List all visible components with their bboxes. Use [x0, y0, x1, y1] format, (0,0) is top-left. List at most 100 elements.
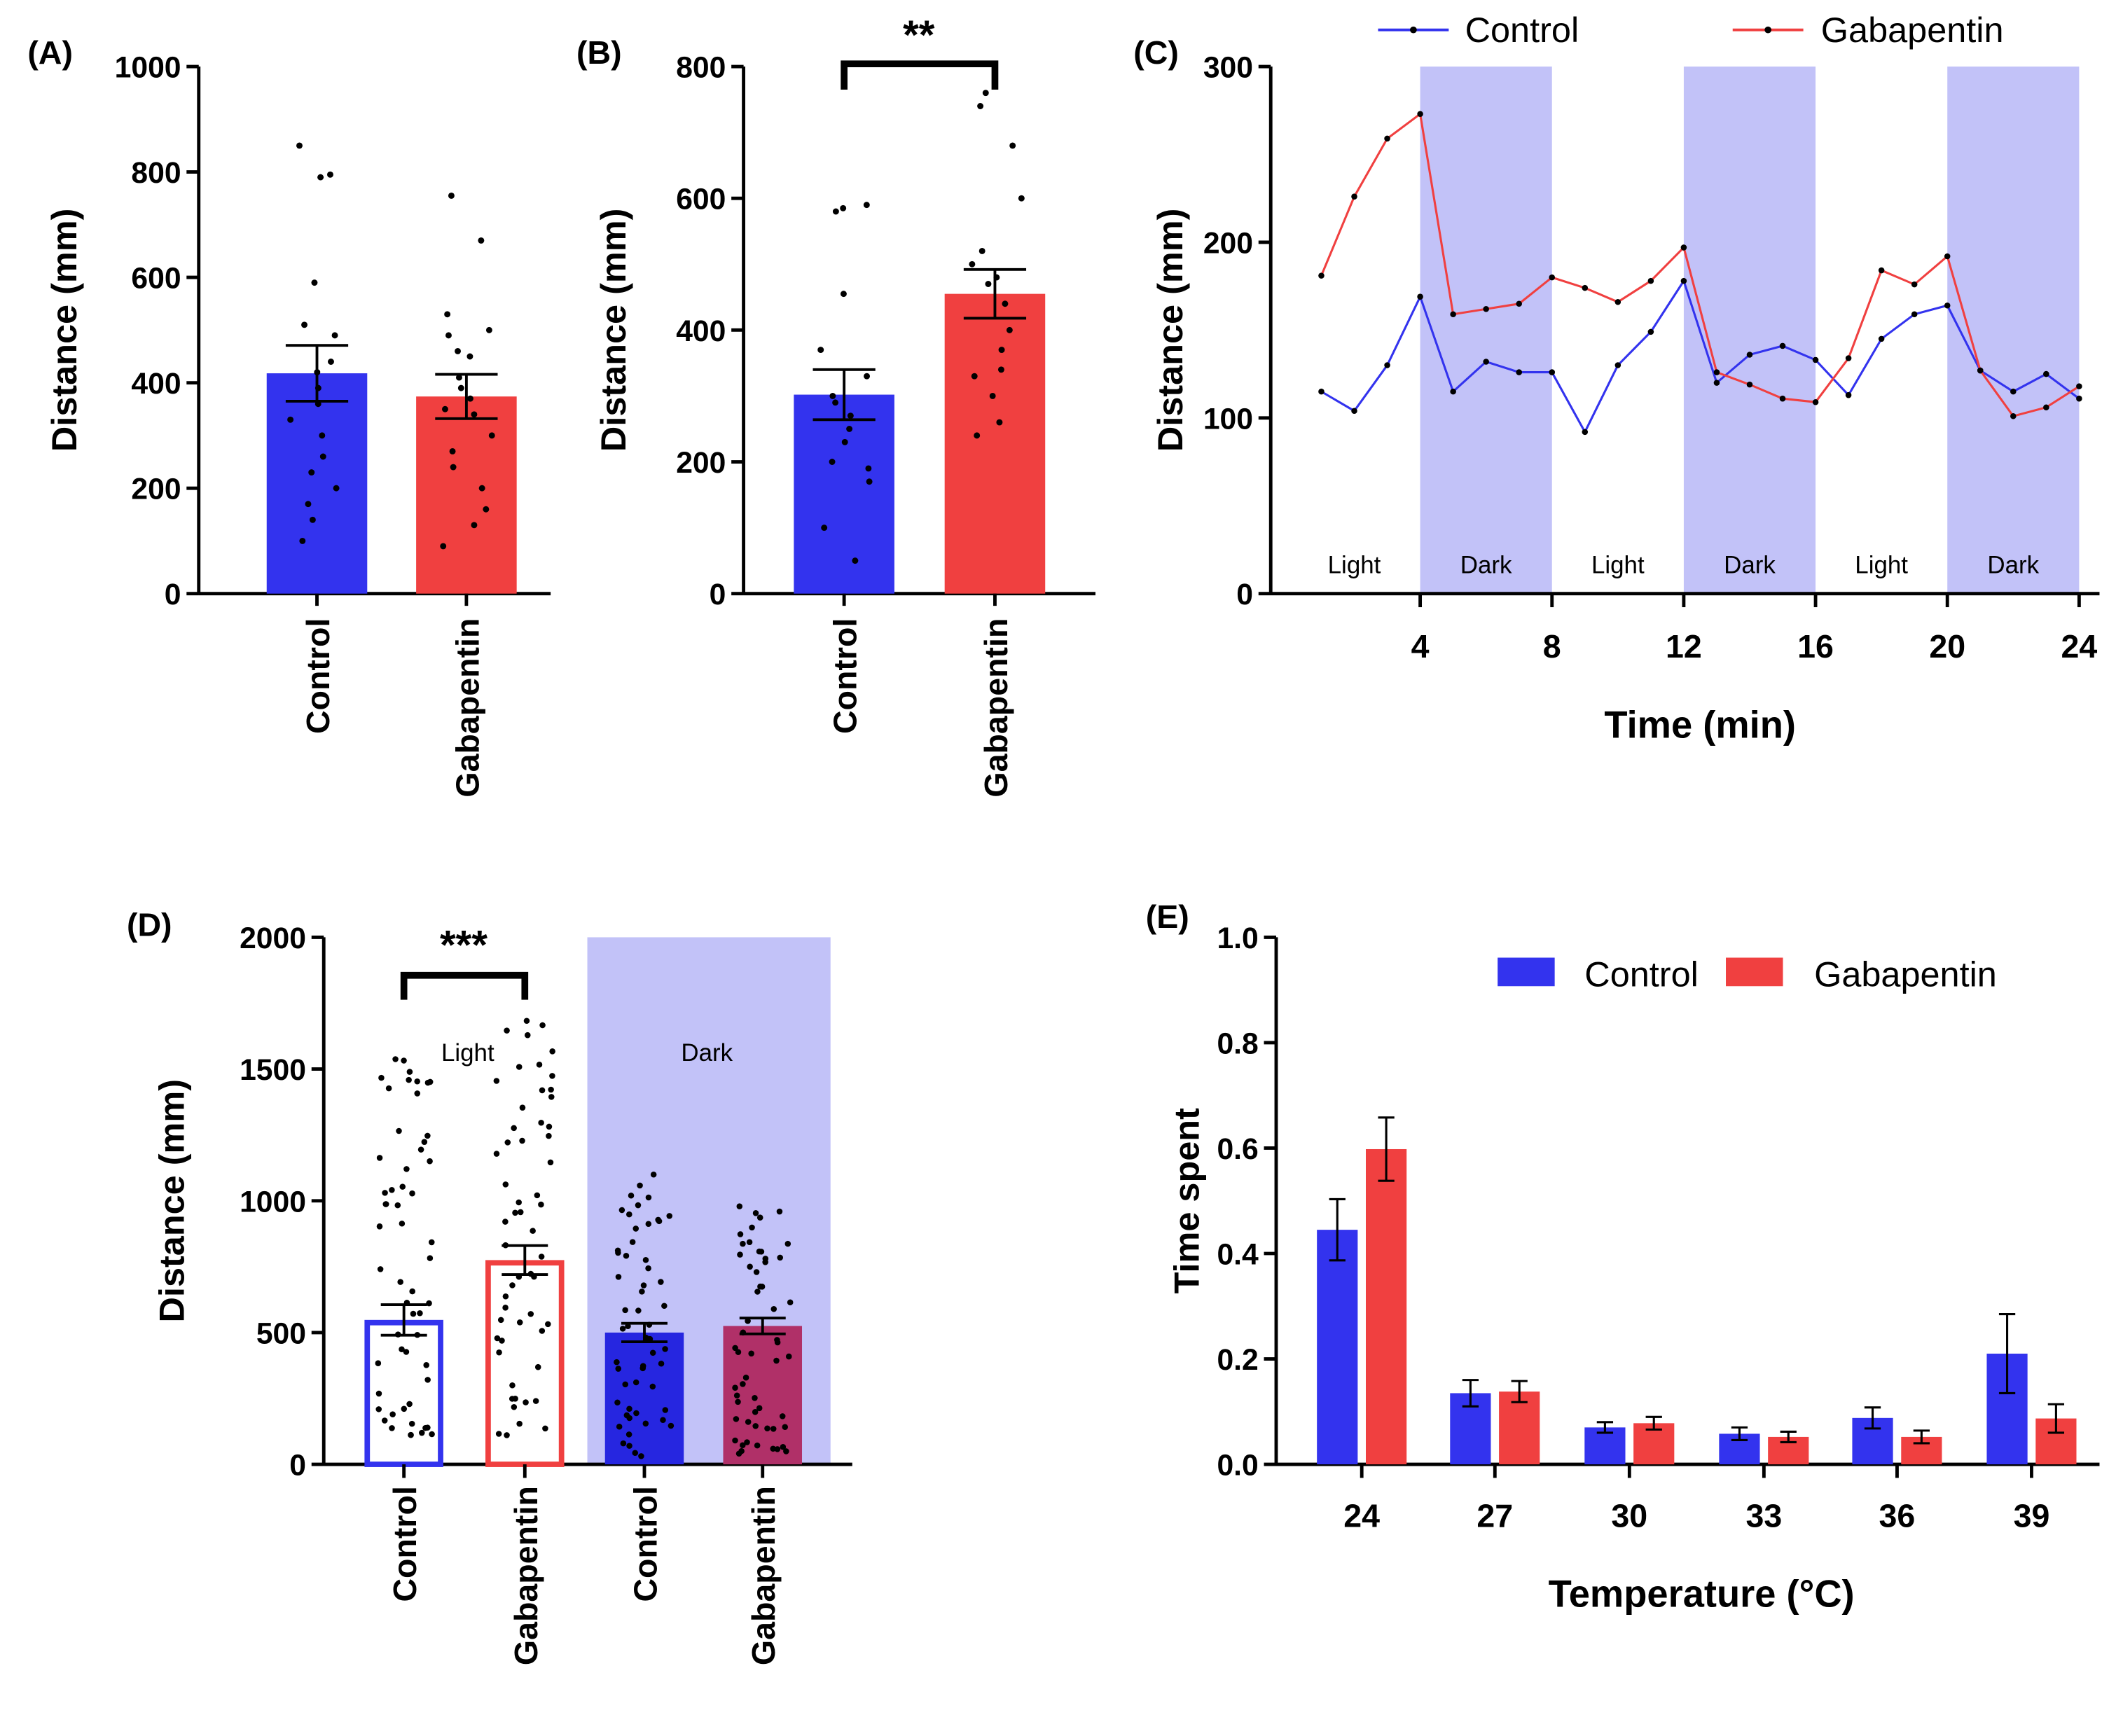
panel-d-data-point — [783, 1448, 789, 1454]
panel-d-data-point — [381, 1417, 388, 1424]
panel-b-data-point — [982, 90, 989, 97]
panel-e-x-tick-label: 36 — [1879, 1497, 1916, 1534]
panel-d-data-point — [626, 1415, 632, 1422]
panel-d-data-point — [504, 1027, 510, 1034]
panel-d-data-point — [417, 1146, 424, 1153]
panel-d-data-point — [516, 1319, 523, 1326]
panel-d-data-point — [770, 1445, 776, 1452]
panel-d-data-point — [629, 1239, 636, 1245]
panel-b-bar-control — [794, 394, 894, 594]
panel-d-data-point — [745, 1318, 751, 1324]
panel-e-x-tick-label: 24 — [1343, 1497, 1380, 1534]
panel-d-data-point — [538, 1201, 544, 1208]
panel-b-data-point — [1006, 326, 1013, 333]
panel-d-y-tick-label: 2000 — [240, 922, 306, 955]
panel-d-data-point — [414, 1090, 421, 1097]
panel-a-data-point — [328, 359, 334, 365]
panel-d-data-point — [753, 1269, 760, 1275]
panel-c-tag: (C) — [1133, 34, 1179, 71]
panel-d-data-point — [502, 1181, 509, 1188]
panel-d-data-point — [732, 1345, 738, 1352]
panel-c-marker — [1713, 369, 1720, 375]
panel-d-data-point — [749, 1224, 755, 1231]
panel-a-data-point — [457, 384, 464, 391]
panel-d-data-point — [770, 1305, 777, 1312]
panel-d-data-point — [401, 1057, 407, 1064]
panel-b-data-point — [996, 419, 1003, 426]
panel-b-data-point — [840, 291, 847, 298]
panel-d-data-point — [614, 1399, 621, 1405]
panel-e: (E) Time spent Temperature (°C) Control … — [1146, 898, 1997, 1616]
panel-d-data-point — [424, 1132, 431, 1139]
panel-e-y-tick-label: 0.4 — [1217, 1238, 1259, 1272]
panel-a-ylabel: Distance (mm) — [44, 209, 84, 452]
panel-a-data-point — [319, 453, 326, 460]
panel-d-data-point — [512, 1396, 518, 1402]
panel-d-data-point — [516, 1420, 523, 1427]
panel-a-data-point — [331, 332, 338, 339]
panel-d-data-point — [409, 1288, 415, 1295]
panel-d-data-point — [538, 1254, 545, 1260]
panel-d-data-point — [382, 1201, 389, 1207]
panel-a-y-tick-label: 1000 — [115, 51, 181, 85]
legend-e-control-label: Control — [1584, 954, 1699, 994]
panel-d-data-point — [784, 1240, 791, 1247]
panel-c-marker — [1384, 135, 1390, 142]
panel-b: (B) Distance (mm) ** — [576, 13, 935, 452]
panel-d-data-point — [496, 1349, 502, 1356]
panel-d-data-point — [622, 1307, 628, 1314]
panel-d-data-point — [499, 1338, 505, 1344]
panel-b-y-tick-label: 0 — [710, 578, 726, 611]
panel-c-marker — [2076, 395, 2082, 402]
panel-d-data-point — [375, 1406, 382, 1412]
panel-d-data-point — [424, 1424, 431, 1431]
panel-c-marker — [1450, 388, 1456, 395]
panel-b-data-point — [971, 373, 978, 380]
panel-b-data-point — [974, 432, 981, 439]
panel-a-data-point — [327, 171, 333, 178]
panel-d-data-point — [421, 1139, 428, 1145]
panel-d-data-point — [534, 1192, 541, 1199]
panel-d-data-point — [785, 1353, 792, 1360]
panel-d-group-label: Dark — [681, 1039, 733, 1067]
panel-c-marker — [1450, 311, 1456, 318]
panel-d-data-point — [519, 1104, 526, 1111]
panel-d-data-point — [408, 1431, 414, 1438]
panel-b-data-point — [817, 347, 824, 354]
panel-c-marker — [1878, 335, 1885, 342]
panel-d-x-tick-label: Gabapentin — [745, 1486, 782, 1665]
panel-d-data-point — [745, 1419, 752, 1425]
panel-e-y-tick-label: 0.6 — [1217, 1132, 1258, 1166]
panel-a-y-tick-label: 800 — [131, 156, 181, 190]
panel-d-data-point — [502, 1218, 509, 1225]
panel-d-data-point — [546, 1132, 552, 1139]
panel-a-y-tick-label: 600 — [131, 262, 181, 296]
panel-a-data-point — [471, 522, 478, 529]
panel-a-data-point — [455, 348, 462, 354]
panel-d-data-point — [764, 1425, 770, 1432]
panel-d-data-point — [773, 1357, 780, 1364]
panel-d-data-point — [619, 1326, 626, 1332]
panel-c-marker — [1417, 111, 1423, 118]
panel-a-tag: (A) — [27, 34, 73, 71]
panel-d-data-point — [375, 1360, 382, 1366]
panel-d-data-point — [774, 1446, 781, 1452]
panel-d-data-point — [747, 1263, 753, 1270]
panel-e-bar-control-24 — [1317, 1230, 1358, 1465]
panel-d-data-point — [426, 1300, 432, 1307]
panel-d-data-point — [493, 1078, 500, 1084]
panel-d-data-point — [616, 1424, 623, 1430]
panel-d-data-point — [668, 1422, 675, 1429]
panel-d-data-point — [377, 1266, 384, 1272]
panel-d-data-point — [509, 1282, 516, 1289]
panel-d-x-tick-label: Gabapentin — [508, 1486, 544, 1665]
panel-d-data-point — [399, 1346, 405, 1353]
panel-d-data-point — [639, 1363, 646, 1369]
panel-e-x-tick-label: 39 — [2014, 1497, 2050, 1534]
panel-c-marker — [1647, 277, 1654, 284]
panel-c-marker — [2043, 404, 2049, 411]
panel-c-marker — [2076, 383, 2082, 389]
panel-e-y-tick-label: 1.0 — [1217, 922, 1258, 955]
panel-d-data-point — [504, 1432, 510, 1438]
panel-d-data-point — [516, 1199, 522, 1206]
